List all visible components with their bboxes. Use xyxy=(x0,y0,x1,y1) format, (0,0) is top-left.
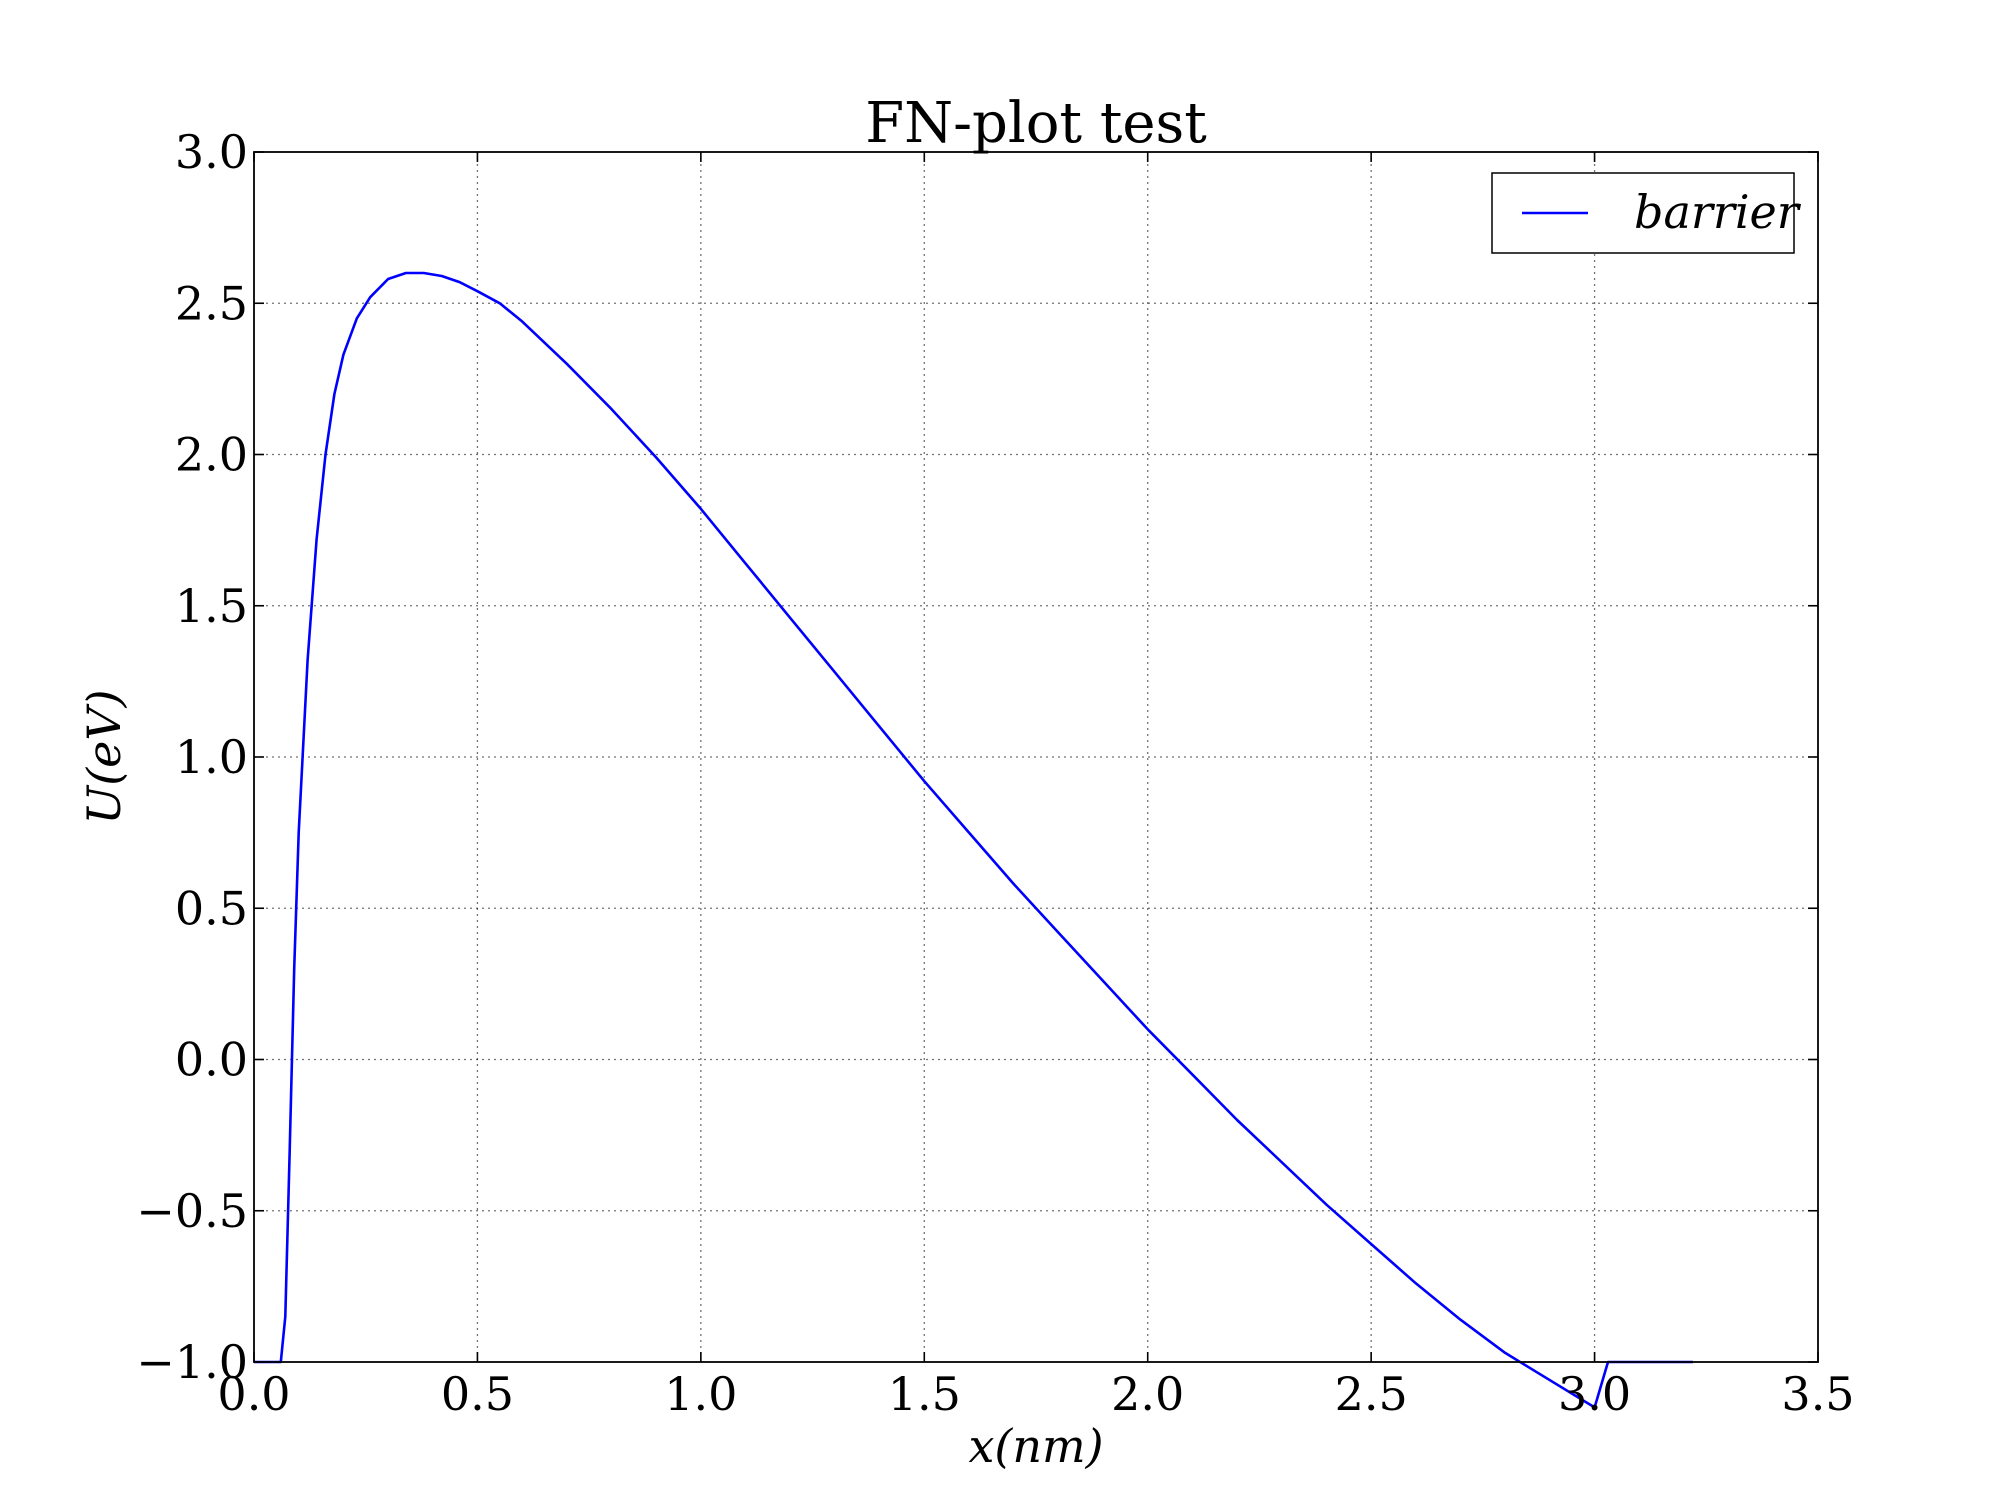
y-axis-title: U(eV) xyxy=(77,689,131,824)
x-tick-label: 3.0 xyxy=(1558,1367,1631,1421)
tick-layer: 0.0 0.5 1.0 1.5 2.0 2.5 3.0 3.5 3.0 2.5 2.0 1.5 1.0 0… xyxy=(136,125,1854,1421)
series-line-barrier xyxy=(254,271,1693,1409)
x-tick-label: 0.0 xyxy=(217,1367,290,1421)
y-tick-label: 0.5 xyxy=(175,881,248,935)
y-tick-label: −0.5 xyxy=(136,1184,248,1238)
legend-label-barrier: barrier xyxy=(1634,185,1802,239)
y-tick-label: 2.0 xyxy=(175,428,248,482)
y-tick-label: 0.0 xyxy=(175,1033,248,1087)
x-tick-label: 2.5 xyxy=(1335,1367,1408,1421)
series-layer xyxy=(254,271,1693,1409)
x-axis-title: x(nm) xyxy=(968,1419,1103,1473)
x-tick-label: 0.5 xyxy=(441,1367,514,1421)
legend: barrier xyxy=(1491,172,1802,254)
y-tick-label: −1.0 xyxy=(136,1335,248,1389)
y-tick-label: 2.5 xyxy=(175,276,248,330)
grid-layer xyxy=(254,152,1818,1362)
x-tick-label: 3.5 xyxy=(1781,1367,1854,1421)
y-tick-label: 1.5 xyxy=(175,579,248,633)
x-tick-label: 2.0 xyxy=(1111,1367,1184,1421)
x-tick-label: 1.0 xyxy=(664,1367,737,1421)
y-tick-label: 1.0 xyxy=(175,730,248,784)
chart-title: FN-plot test xyxy=(865,91,1207,156)
x-tick-label: 1.5 xyxy=(888,1367,961,1421)
y-tick-label: 3.0 xyxy=(175,125,248,179)
